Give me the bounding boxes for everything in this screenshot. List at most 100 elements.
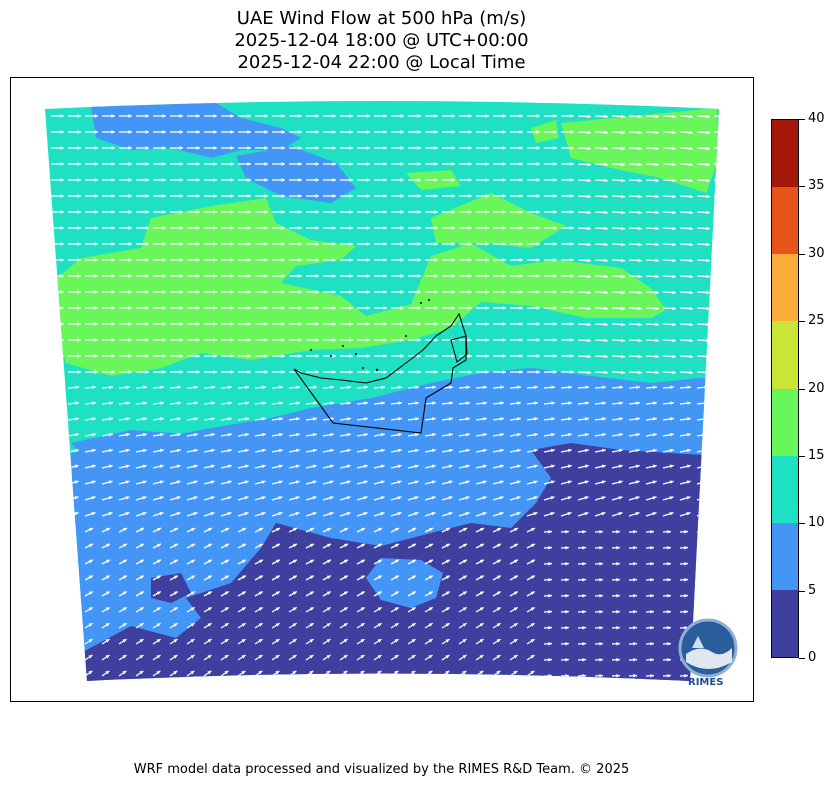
wind-arrow-head <box>655 306 659 311</box>
wind-arrow-head <box>468 306 472 310</box>
wind-arrow-head <box>652 448 657 453</box>
wind-arrow-head <box>718 529 719 534</box>
wind-arrow-head <box>196 210 200 214</box>
wind-arrow-head <box>54 559 59 564</box>
wind-arrow-head <box>619 432 623 437</box>
wind-arrow-head <box>383 290 387 294</box>
wind-arrow-head <box>159 480 164 484</box>
wind-arrow-head <box>570 178 574 182</box>
wind-arrow-head <box>377 575 382 579</box>
wind-arrow-head <box>230 290 234 294</box>
wind-arrow-head <box>363 511 368 516</box>
colorbar-tick-label: 0 <box>808 650 817 665</box>
wind-arrow-head <box>553 338 557 342</box>
wind-arrow-head <box>686 511 691 516</box>
wind-arrow-head <box>519 130 523 134</box>
wind-arrow-head <box>315 354 319 358</box>
wind-arrow-head <box>279 417 283 421</box>
wind-arrow-head <box>383 306 387 310</box>
wind-arrow-head <box>377 559 382 564</box>
wind-arrow-head <box>701 545 705 550</box>
wind-arrow-head <box>635 464 640 469</box>
wind-arrow-head <box>298 338 302 342</box>
wind-arrow-head <box>94 338 98 342</box>
wind-arrow-head <box>584 464 589 469</box>
wind-arrow <box>713 307 719 310</box>
wind-arrow-head <box>211 401 215 405</box>
wind-arrow-head <box>667 545 671 550</box>
wind-arrow-head <box>479 654 484 659</box>
wind-arrow-head <box>377 623 382 627</box>
wind-arrow-head <box>275 559 280 564</box>
wind-arrow-head <box>281 258 285 262</box>
wind-arrow-head <box>599 529 603 534</box>
wind-arrow-head <box>599 577 603 582</box>
wind-arrow-head <box>684 593 688 598</box>
wind-arrow-head <box>669 511 674 516</box>
wind-arrow-head <box>111 114 115 118</box>
map-frame <box>10 77 754 702</box>
wind-arrow-head <box>451 162 455 166</box>
wind-arrow-head <box>264 162 268 166</box>
wind-arrow-head <box>343 654 348 659</box>
wind-arrow-head <box>241 575 246 579</box>
wind-arrow-head <box>207 591 212 595</box>
wind-arrow-head <box>173 623 178 627</box>
wind-arrow-head <box>451 226 455 230</box>
wind-arrow-head <box>519 146 523 150</box>
wind-arrow-head <box>638 354 642 359</box>
wind-arrow <box>67 670 76 677</box>
wind-arrow-head <box>567 496 572 500</box>
wind-arrow-head <box>247 338 251 342</box>
wind-arrow-head <box>54 575 59 579</box>
wind-arrow-head <box>601 496 606 500</box>
wind-arrow-head <box>621 162 625 167</box>
wind-arrow-head <box>241 607 246 611</box>
wind-arrow-head <box>417 114 421 118</box>
wind-arrow-head <box>224 575 229 579</box>
wind-arrow-head <box>466 385 470 390</box>
wind-arrow-head <box>247 162 251 166</box>
wind-arrow-head <box>468 178 472 182</box>
wind-arrow-head <box>224 654 229 659</box>
wind-arrow-head <box>349 114 353 118</box>
wind-arrow-head <box>570 338 574 342</box>
wind-arrow-head <box>213 210 217 214</box>
wind-arrow-head <box>332 290 336 294</box>
wind-arrow-head <box>638 178 642 183</box>
wind-arrow-head <box>723 275 727 279</box>
wind-arrow-head <box>179 370 183 374</box>
wind-arrow-head <box>281 306 285 310</box>
wind-arrow-head <box>383 178 387 182</box>
wind-arrow-head <box>128 274 132 278</box>
wind-arrow-head <box>92 401 96 405</box>
wind-arrow-head <box>548 577 552 582</box>
wind-arrow-head <box>619 401 623 405</box>
wind-arrow-head <box>179 338 183 342</box>
wind-arrow-head <box>125 448 130 453</box>
wind-arrow-head <box>534 385 538 390</box>
wind-arrow-head <box>653 401 657 405</box>
wind-arrow-head <box>330 385 334 390</box>
wind-arrow-head <box>162 338 166 342</box>
wind-arrow-head <box>383 338 387 342</box>
wind-arrow-head <box>684 529 688 534</box>
wind-arrow-head <box>230 226 234 230</box>
wind-arrow-head <box>602 417 606 421</box>
wind-arrow-head <box>278 511 283 516</box>
wind-arrow-head <box>519 114 523 118</box>
wind-arrow-head <box>516 464 521 469</box>
wind-arrow-head <box>650 625 654 630</box>
wind-arrow-head <box>701 561 705 566</box>
wind-arrow-head <box>315 306 319 310</box>
wind-arrow-head <box>128 370 132 374</box>
wind-arrow-head <box>550 496 555 500</box>
wind-arrow-head <box>513 575 518 579</box>
wind-arrow-head <box>213 130 217 134</box>
wind-arrow-head <box>604 130 608 135</box>
wind-arrow-head <box>400 226 404 230</box>
wind-arrow-head <box>568 417 572 421</box>
wind-arrow-head <box>513 639 518 643</box>
wind-arrow-head <box>485 290 489 294</box>
wind-arrow-head <box>162 354 166 358</box>
